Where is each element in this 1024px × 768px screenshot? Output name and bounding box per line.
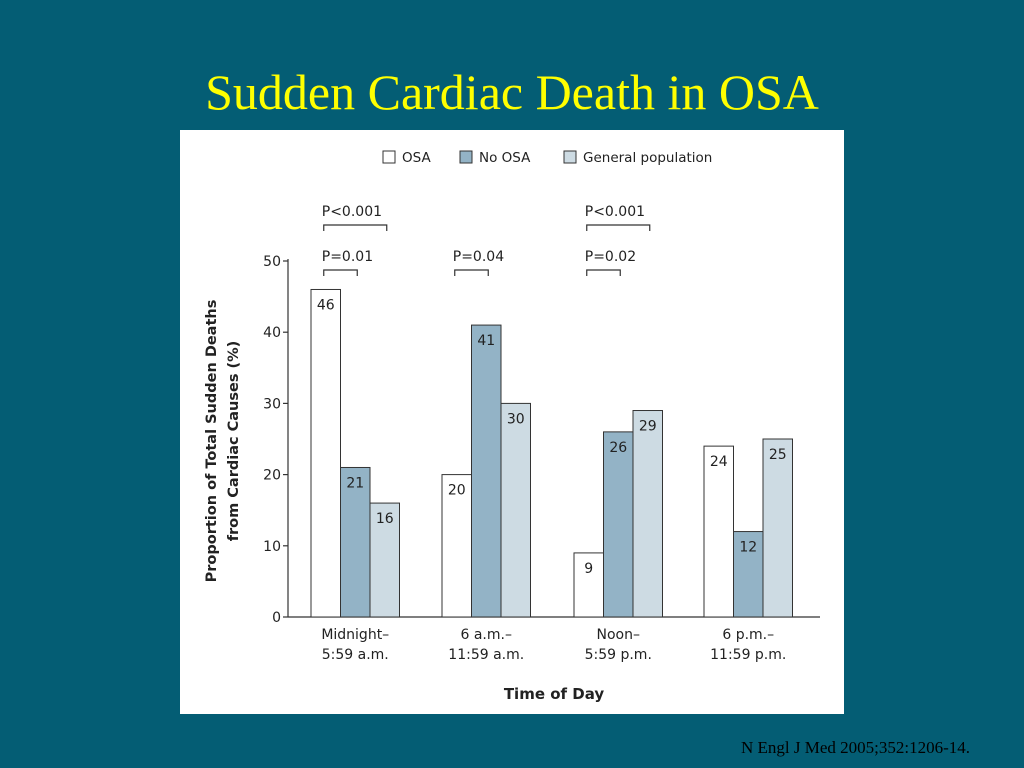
significance-label-4: P=0.02 [585,249,636,265]
bar-value-label-series0-group0: 46 [317,297,335,313]
y-axis-label-line-1: from Cardiac Causes (%) [226,341,242,542]
bar-series1-group1 [471,324,502,618]
significance-bracket-1 [323,269,358,276]
significance-label-1: P=0.01 [322,249,373,265]
bar-chart: OSA No OSA General population 0 10 20 30 40 50 46… [204,150,820,703]
significance-bracket-4 [586,269,621,276]
bar-value-label-series2-group3: 25 [769,447,787,463]
significance-label-3: P<0.001 [585,204,645,220]
bar-series0-group2 [573,552,604,618]
x-tick-label-0-0: Midnight– [321,627,389,643]
x-axis-label: Time of Day [504,685,605,703]
legend-label-1: No OSA [479,150,531,166]
bar-value-label-series2-group2: 29 [639,419,657,435]
legend-label-0: OSA [402,150,431,166]
x-tick-label-3-1: 11:59 p.m. [710,647,786,663]
bar-series2-group2 [632,410,663,618]
legend-swatch-2 [563,150,577,164]
bar-value-label-series2-group1: 30 [507,411,525,427]
legend-swatch-0 [382,150,396,164]
bar-value-label-series0-group1: 20 [448,483,466,499]
y-tick-label-0: 0 [272,610,281,626]
bar-value-label-series0-group3: 24 [710,454,728,470]
significance-label-0: P<0.001 [322,204,382,220]
y-axis-label-line-0: Proportion of Total Sudden Deaths [204,300,220,583]
y-tick-label-4: 40 [263,325,281,341]
citation: N Engl J Med 2005;352:1206-14. [740,738,970,757]
x-tick-label-0-1: 5:59 a.m. [322,647,389,663]
legend-label-2: General population [583,150,712,166]
x-tick-label-3-0: 6 p.m.– [722,627,774,643]
x-tick-label-2-1: 5:59 p.m. [585,647,652,663]
significance-bracket-2 [454,269,489,276]
y-tick-label-1: 10 [263,539,281,555]
x-tick-label-2-0: Noon– [597,627,640,643]
bar-series2-group0 [369,502,400,618]
bar-value-label-series1-group1: 41 [477,333,495,349]
significance-label-2: P=0.04 [453,249,504,265]
bar-series2-group1 [500,402,531,618]
bar-series2-group3 [762,438,793,618]
bar-value-label-series2-group0: 16 [376,511,394,527]
y-tick-label-5: 50 [263,254,281,270]
bar-value-label-series1-group2: 26 [609,440,627,456]
y-tick-label-2: 20 [263,468,281,484]
bar-series0-group0 [310,288,341,618]
bar-value-label-series0-group2: 9 [584,561,593,577]
x-tick-label-1-0: 6 a.m.– [461,627,512,643]
chart-panel: OSA No OSA General population 0 10 20 30 40 50 46… [180,130,844,714]
x-tick-label-1-1: 11:59 a.m. [448,647,524,663]
y-tick-label-3: 30 [263,396,281,412]
bar-value-label-series1-group0: 21 [346,475,364,491]
significance-bracket-3 [586,224,651,231]
bar-value-label-series1-group3: 12 [739,540,757,556]
slide-title: Sudden Cardiac Death in OSA [205,64,819,120]
bar-series1-group2 [603,431,634,618]
significance-bracket-0 [323,224,388,231]
legend-swatch-1 [459,150,473,164]
bar-series0-group1 [441,474,472,618]
bar-series0-group3 [703,445,734,618]
